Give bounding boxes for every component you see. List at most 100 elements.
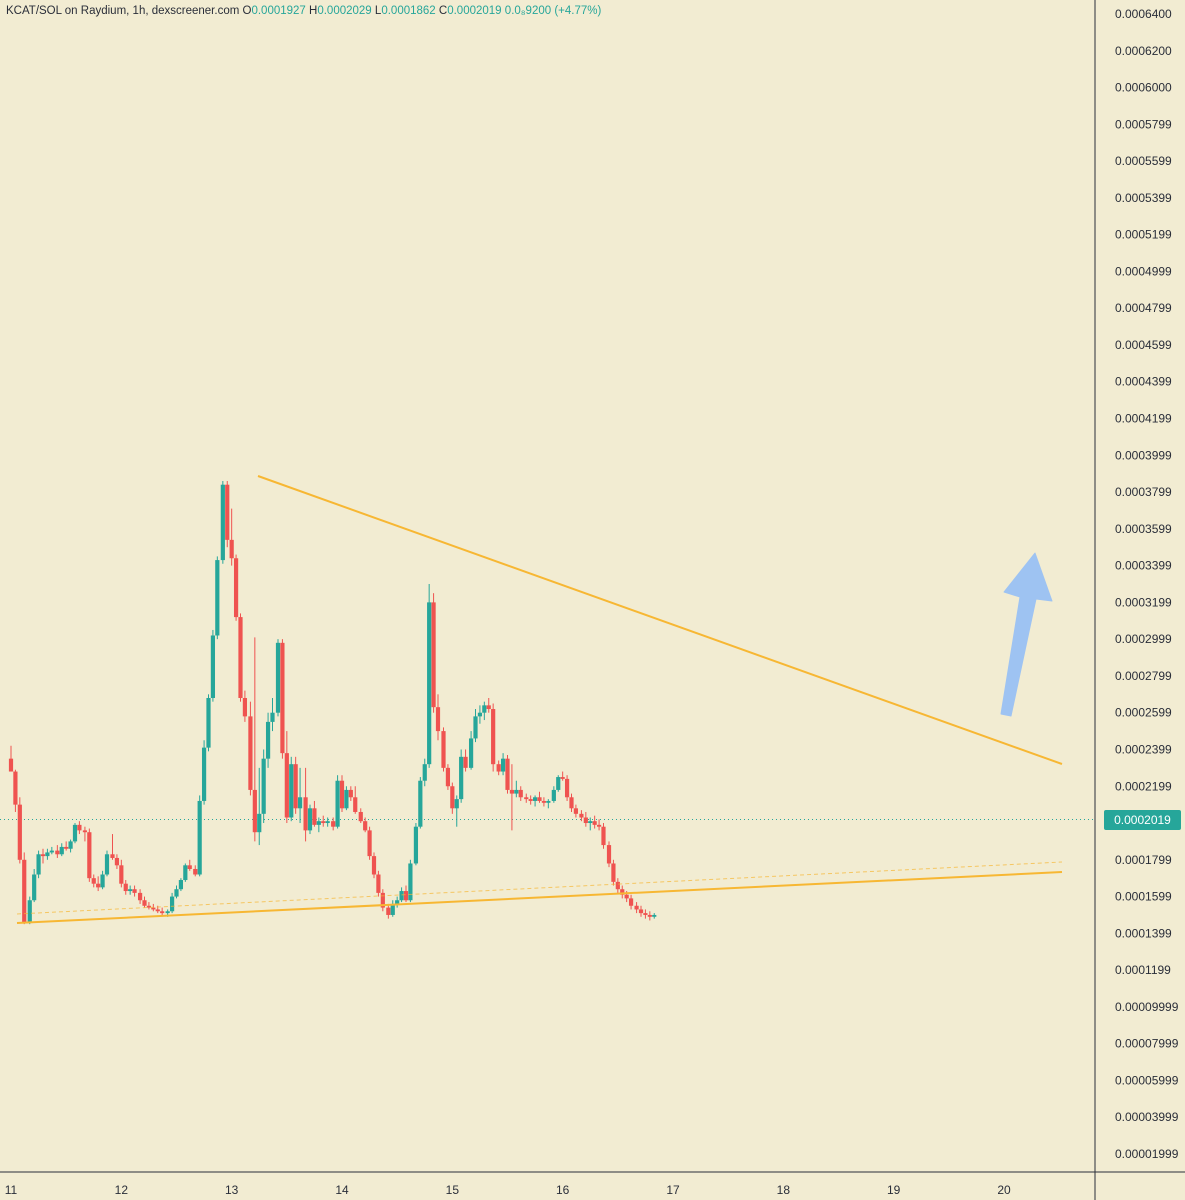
legend-pair: KCAT/SOL on Raydium, 1h, dexscreener.com — [6, 5, 240, 17]
y-tick-label: 0.0005199 — [1115, 228, 1172, 242]
candle-body — [137, 892, 143, 901]
candle-body — [307, 808, 313, 831]
candle-body — [197, 800, 202, 875]
candle-body — [431, 602, 436, 708]
x-tick-label: 20 — [997, 1183, 1011, 1197]
candle-body — [395, 900, 400, 904]
candle-body — [225, 484, 230, 540]
candle-body — [238, 617, 243, 698]
legend-c-label: C — [438, 5, 448, 17]
y-tick-label: 0.0001599 — [1115, 890, 1172, 904]
candle-body — [45, 852, 50, 857]
candle-body — [358, 811, 363, 822]
candle-body — [427, 602, 432, 765]
candle-body — [463, 756, 468, 768]
candle-body — [68, 841, 73, 849]
candle-body — [620, 889, 625, 895]
candle-body — [229, 539, 234, 559]
candle-body — [325, 821, 330, 824]
candle-body — [82, 830, 88, 833]
candle-body — [634, 905, 639, 910]
y-tick-label: 0.0001799 — [1115, 853, 1172, 867]
candle-body — [468, 738, 474, 768]
x-tick-label: 18 — [777, 1183, 791, 1197]
candle-body — [459, 756, 464, 800]
candle-body — [270, 712, 275, 722]
candle-body — [435, 707, 441, 732]
legend-o-label: O — [242, 5, 252, 17]
x-tick-label: 14 — [335, 1183, 349, 1197]
upper-trendline — [257, 475, 1063, 765]
candle-body — [588, 821, 593, 824]
candle-body — [49, 850, 54, 853]
lower-trendline-dashed — [16, 861, 1063, 915]
y-tick-label: 0.00005999 — [1115, 1073, 1179, 1087]
candle-body — [367, 830, 372, 857]
candle-body — [541, 800, 547, 803]
candle-body — [210, 635, 216, 698]
y-tick-label: 0.0002799 — [1115, 669, 1172, 683]
y-tick-label: 0.0003199 — [1115, 595, 1172, 609]
y-tick-label: 0.0002399 — [1115, 742, 1172, 756]
candle-body — [331, 821, 336, 827]
candle-body — [155, 909, 160, 912]
candle-body — [160, 911, 165, 914]
candle-body — [363, 821, 368, 831]
candle-body — [252, 789, 257, 833]
candle-body — [110, 854, 115, 858]
candle-body — [193, 868, 198, 875]
candle-body — [491, 709, 496, 765]
candle-body — [615, 881, 620, 890]
y-tick-label: 0.0005399 — [1115, 191, 1172, 205]
candle-body — [151, 907, 156, 910]
candle-body — [261, 758, 266, 814]
y-tick-label: 0.0004999 — [1115, 264, 1172, 278]
candle-body — [592, 821, 597, 825]
candle-body — [482, 705, 487, 713]
y-tick-label: 0.0002999 — [1115, 632, 1172, 646]
candle-body — [518, 789, 523, 798]
y-tick-label: 0.0005599 — [1115, 154, 1172, 168]
candle-body — [248, 716, 253, 790]
candle-body — [454, 799, 459, 809]
candle-body — [100, 874, 105, 888]
candle-body — [353, 797, 358, 812]
legend-c-value: 0.0002019 — [447, 5, 502, 17]
x-tick-label: 17 — [666, 1183, 680, 1197]
candle-body — [206, 697, 211, 748]
candle-body — [335, 780, 340, 827]
y-tick-label: 0.00007999 — [1115, 1037, 1179, 1051]
candle-body — [265, 721, 271, 759]
candle-body — [528, 799, 533, 801]
y-tick-label: 0.0004399 — [1115, 375, 1172, 389]
candle-body — [638, 909, 644, 914]
candle-body — [569, 797, 574, 809]
y-tick-label: 0.0006000 — [1115, 81, 1172, 95]
candle-body — [537, 797, 542, 801]
candle-body — [556, 777, 561, 790]
candle-body — [27, 900, 32, 923]
candle-body — [297, 797, 303, 809]
candle-body — [293, 764, 298, 809]
candle-body — [321, 821, 326, 824]
y-tick-label: 0.00009999 — [1115, 1000, 1179, 1014]
candle-body — [275, 642, 281, 713]
candle-body — [339, 780, 345, 809]
candle-body — [36, 854, 41, 875]
candle-body — [441, 731, 446, 768]
candle-body — [215, 560, 220, 636]
y-tick-label: 0.0002199 — [1115, 779, 1172, 793]
y-tick-label: 0.0001199 — [1115, 963, 1171, 977]
candle-body — [514, 789, 519, 794]
candle-body — [233, 558, 239, 618]
y-tick-label: 0.0004199 — [1115, 412, 1172, 426]
candle-body — [40, 854, 46, 857]
candle-body — [473, 716, 478, 739]
candle-body — [146, 905, 152, 908]
candle-body — [344, 789, 349, 809]
candle-body — [596, 824, 602, 827]
candle-body — [386, 907, 391, 915]
candle-body — [418, 780, 423, 827]
candle-body — [380, 892, 385, 908]
